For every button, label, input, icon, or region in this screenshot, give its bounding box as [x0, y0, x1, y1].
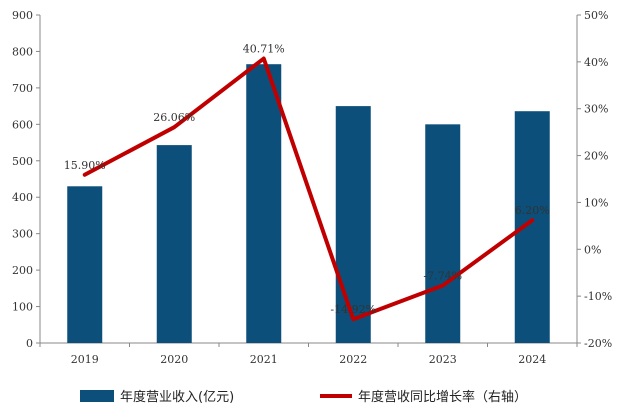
right-tick-label: 30%	[584, 103, 608, 116]
data-labels: 15.90% 26.06% 40.71% -14.92% -7.74% 6.20%	[64, 43, 550, 317]
x-tick-label: 2023	[429, 353, 457, 366]
legend-label-bar: 年度营业收入(亿元)	[120, 389, 234, 405]
x-tick-label: 2024	[518, 353, 546, 366]
left-tick-label: 100	[12, 301, 33, 314]
axes: 0 100 200 300 400 500 600 700 800 900 -20% -10% 0% 10…	[12, 9, 612, 366]
revenue-bar	[67, 186, 103, 343]
growth-rate-line	[82, 56, 535, 322]
bar-series	[67, 64, 550, 343]
x-tick-label: 2019	[71, 353, 99, 366]
left-tick-label: 800	[12, 45, 33, 58]
right-tick-label: -10%	[584, 290, 612, 303]
x-tick-label: 2020	[160, 353, 188, 366]
right-tick-label: 40%	[584, 56, 608, 69]
right-tick-label: 20%	[584, 150, 608, 163]
growth-rate-label: 26.06%	[153, 111, 195, 124]
growth-rate-label: -14.92%	[330, 303, 376, 316]
revenue-bar	[335, 106, 371, 343]
revenue-bar	[246, 64, 282, 343]
growth-rate-label: 15.90%	[64, 159, 106, 172]
x-tick-label: 2022	[339, 353, 367, 366]
x-tick-label: 2021	[250, 353, 278, 366]
left-tick-label: 600	[12, 118, 33, 131]
legend: 年度营业收入(亿元) 年度营收同比增长率（右轴）	[80, 389, 527, 405]
left-tick-label: 400	[12, 191, 33, 204]
right-tick-label: 0%	[584, 243, 601, 256]
left-tick-label: 500	[12, 155, 33, 168]
revenue-bar	[425, 124, 461, 343]
growth-rate-label: 6.20%	[515, 204, 550, 217]
growth-rate-label: 40.71%	[243, 43, 285, 56]
right-tick-label: 10%	[584, 196, 608, 209]
right-tick-label: -20%	[584, 337, 612, 350]
growth-rate-label: -7.74%	[423, 270, 462, 283]
left-tick-label: 300	[12, 228, 33, 241]
left-tick-label: 700	[12, 82, 33, 95]
right-tick-label: 50%	[584, 9, 608, 22]
left-tick-label: 0	[26, 337, 33, 350]
left-tick-label: 900	[12, 9, 33, 22]
left-tick-label: 200	[12, 264, 33, 277]
legend-label-line: 年度营收同比增长率（右轴）	[358, 389, 527, 405]
line-series	[82, 56, 535, 322]
revenue-bar	[156, 145, 192, 343]
legend-swatch-bar	[80, 390, 114, 402]
